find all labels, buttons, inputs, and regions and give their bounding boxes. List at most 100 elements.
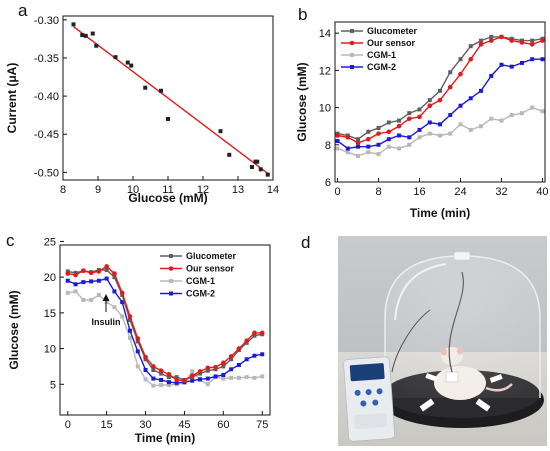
series-point-our-sensor bbox=[335, 133, 340, 138]
series-point-cgm-1 bbox=[135, 364, 140, 369]
data-point bbox=[250, 165, 254, 170]
series-point-glucometer bbox=[174, 375, 179, 380]
series-point-cgm-2 bbox=[221, 373, 226, 377]
panel-a-xtick-label: 10 bbox=[127, 184, 139, 196]
series-point-cgm-1 bbox=[205, 382, 210, 387]
series-point-cgm-2 bbox=[252, 353, 257, 358]
series-point-cgm-1 bbox=[427, 131, 432, 136]
series-point-our-sensor bbox=[96, 269, 102, 274]
series-point-cgm-2 bbox=[448, 113, 453, 118]
meter-button-1 bbox=[354, 389, 361, 396]
series-point-our-sensor bbox=[499, 34, 504, 40]
series-point-cgm-1 bbox=[190, 369, 195, 374]
panel-c-axes: 0 15 30 45 60 75 5 10 15 20 25 bbox=[44, 236, 269, 431]
panel-c-ytick-label: 15 bbox=[44, 308, 56, 320]
series-point-our-sensor bbox=[166, 371, 172, 377]
panel-b-xtick-label: 8 bbox=[375, 186, 381, 198]
panel-d: d bbox=[301, 233, 547, 446]
data-point bbox=[143, 85, 148, 90]
series-point-our-sensor bbox=[73, 272, 78, 278]
legend-marker-cgm-1 bbox=[169, 279, 173, 283]
series-point-cgm-2 bbox=[236, 363, 241, 367]
legend-label-glucometer: Glucometer bbox=[186, 251, 237, 261]
series-point-our-sensor bbox=[468, 56, 474, 62]
panel-b-ylabel: Glucose (mM) bbox=[295, 62, 309, 141]
series-point-our-sensor bbox=[174, 377, 179, 383]
panel-c-ytick-label: 10 bbox=[44, 344, 56, 356]
series-point-cgm-1 bbox=[120, 314, 125, 319]
series-point-cgm-2 bbox=[438, 122, 442, 127]
series-point-cgm-2 bbox=[478, 88, 483, 93]
dome-highlight bbox=[394, 263, 447, 321]
series-point-cgm-1 bbox=[159, 383, 164, 387]
panel-a-xlabel: Glucose (mM) bbox=[128, 191, 207, 205]
series-point-cgm-2 bbox=[407, 135, 412, 140]
series-point-cgm-1 bbox=[540, 109, 545, 114]
panel-c-ytick-label: 5 bbox=[50, 379, 56, 391]
series-point-our-sensor bbox=[437, 97, 443, 103]
series-point-glucometer bbox=[205, 368, 210, 373]
data-point bbox=[218, 129, 223, 134]
series-point-our-sensor bbox=[81, 268, 86, 274]
series-point-cgm-2 bbox=[335, 139, 340, 144]
series-point-cgm-2 bbox=[120, 300, 125, 305]
series-point-glucometer bbox=[489, 34, 494, 39]
data-point bbox=[125, 60, 130, 65]
panel-b-xlabel: Time (min) bbox=[410, 206, 470, 220]
insulin-label: Insulin bbox=[92, 317, 121, 327]
panel-c-xlabel: Time (min) bbox=[135, 431, 195, 445]
data-point bbox=[159, 88, 163, 93]
panel-a: a 8 9 10 11 12 13 14-0.30-0.35-0.40-0.45-0.50 … bbox=[5, 1, 279, 205]
series-point-cgm-1 bbox=[386, 144, 391, 149]
series-point-cgm-2 bbox=[427, 120, 432, 125]
series-point-our-sensor bbox=[135, 336, 141, 341]
series-point-glucometer bbox=[407, 111, 412, 116]
series-point-our-sensor bbox=[447, 84, 453, 90]
series-point-our-sensor bbox=[478, 42, 484, 47]
data-point bbox=[90, 31, 95, 36]
data-point bbox=[71, 22, 76, 27]
panel-c: c 0 15 30 45 60 75 5 10 15 20 25 Glucometer Our sen… bbox=[6, 231, 271, 445]
legend-label-cgm-2: CGM-2 bbox=[367, 62, 396, 72]
series-point-cgm-2 bbox=[489, 73, 494, 78]
series-point-our-sensor bbox=[376, 131, 381, 136]
series-point-cgm-2 bbox=[89, 279, 94, 284]
series-point-our-sensor bbox=[127, 314, 133, 319]
tape-strip-2 bbox=[475, 398, 491, 412]
series-point-cgm-1 bbox=[458, 122, 463, 127]
series-point-cgm-2 bbox=[198, 377, 202, 382]
data-point bbox=[83, 33, 88, 38]
panel-c-xtick-label: 45 bbox=[178, 419, 190, 431]
series-point-cgm-2 bbox=[260, 352, 265, 357]
series-point-cgm-2 bbox=[366, 144, 371, 149]
series-point-our-sensor bbox=[244, 338, 249, 344]
meter-button-5 bbox=[372, 399, 379, 406]
series-line-cgm-1 bbox=[67, 290, 263, 387]
legend-label-glucometer: Glucometer bbox=[367, 26, 418, 36]
series-point-cgm-1 bbox=[468, 127, 473, 132]
legend-marker-glucometer bbox=[350, 29, 354, 33]
data-point bbox=[227, 152, 232, 157]
series-point-cgm-1 bbox=[366, 150, 371, 155]
series-point-cgm-2 bbox=[499, 62, 504, 67]
insulin-annotation: Insulin bbox=[92, 294, 121, 327]
series-point-cgm-2 bbox=[135, 349, 140, 354]
panel-b-frame bbox=[334, 21, 546, 183]
series-point-our-sensor bbox=[197, 369, 203, 374]
legend-marker-glucometer bbox=[169, 254, 173, 258]
series-point-cgm-1 bbox=[417, 135, 422, 140]
series-point-cgm-2 bbox=[190, 378, 195, 383]
panel-c-xtick-label: 15 bbox=[101, 419, 113, 431]
panel-b-xtick-label: 0 bbox=[334, 186, 340, 198]
series-point-cgm-2 bbox=[174, 380, 179, 385]
series-point-cgm-1 bbox=[260, 374, 265, 379]
series-point-glucometer bbox=[366, 129, 371, 134]
series-point-our-sensor bbox=[519, 40, 525, 45]
panel-b-axes: 0 8 16 24 32 40 6 8 10 12 14 bbox=[319, 28, 549, 198]
series-point-cgm-2 bbox=[159, 378, 164, 382]
panel-c-xtick-label: 75 bbox=[256, 419, 268, 431]
panel-a-xtick-label: 9 bbox=[95, 184, 101, 196]
panel-c-legend: Glucometer Our sensor CGM-1 CGM-2 bbox=[160, 251, 237, 299]
series-point-our-sensor bbox=[529, 42, 535, 47]
series-point-cgm-2 bbox=[530, 57, 535, 62]
